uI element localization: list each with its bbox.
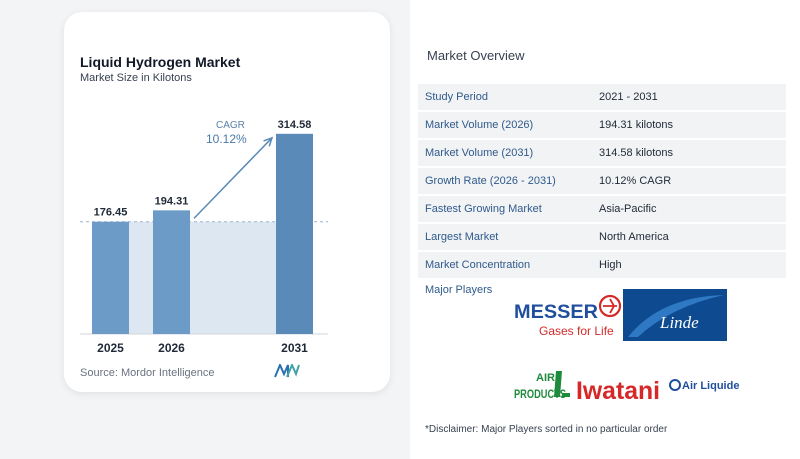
x-tick-label: 2031 <box>281 341 308 355</box>
table-row: Growth Rate (2026 - 2031) 10.12% CAGR <box>418 167 786 196</box>
air-products-line1: AIR <box>536 372 555 384</box>
bar <box>276 133 313 334</box>
overview-table: Study Period 2021 - 2031 Market Volume (… <box>418 84 786 280</box>
bar <box>92 221 129 334</box>
row-value: 194.31 kilotons <box>588 111 786 140</box>
air-liquide-logo: Air Liquide <box>669 379 739 392</box>
disclaimer: *Disclaimer: Major Players sorted in no … <box>425 424 668 435</box>
cagr-label: CAGR <box>216 120 245 131</box>
row-key: Growth Rate (2026 - 2031) <box>418 167 588 196</box>
messer-emblem-icon <box>598 294 622 318</box>
major-players-label: Major Players <box>425 284 493 296</box>
iwatani-logo: Iwatani <box>574 367 662 409</box>
market-overview-panel: Market Overview Study Period 2021 - 2031… <box>410 0 800 459</box>
row-value: Asia-Pacific <box>588 195 786 224</box>
mordor-logo-icon <box>274 364 300 378</box>
chart-title: Liquid Hydrogen Market <box>80 54 241 70</box>
linde-swoosh-icon <box>628 295 724 337</box>
row-value: 10.12% CAGR <box>588 167 786 196</box>
table-row: Market Volume (2031) 314.58 kilotons <box>418 139 786 168</box>
messer-logo: MESSER Gases for Life <box>514 294 622 338</box>
row-key: Market Volume (2026) <box>418 111 588 140</box>
air-products-mark-icon <box>554 371 570 397</box>
row-key: Market Volume (2031) <box>418 139 588 168</box>
bar-chart: 176.45 2025 194.31 2026 314.58 2031 <box>80 119 328 355</box>
row-key: Market Concentration <box>418 251 588 280</box>
source-text: Source: Mordor Intelligence <box>80 367 215 379</box>
major-players-logos: MESSER Gases for Life Linde AIR PRODUCTS… <box>514 289 739 409</box>
cagr-arrow <box>193 137 273 219</box>
row-key: Fastest Growing Market <box>418 195 588 224</box>
chart-subtitle: Market Size in Kilotons <box>80 72 192 84</box>
bar-value-label: 194.31 <box>155 195 189 207</box>
cagr-value: 10.12% <box>206 132 247 146</box>
air-products-line2: PRODUCTS <box>514 387 566 401</box>
bar-value-label: 314.58 <box>278 119 312 131</box>
air-liquide-emblem-icon <box>669 379 681 391</box>
row-value: 2021 - 2031 <box>588 84 786 112</box>
row-value: North America <box>588 223 786 252</box>
air-liquide-wordmark: Air Liquide <box>682 380 739 392</box>
messer-tagline: Gases for Life <box>539 324 614 338</box>
chart-card: 176.45 2025 194.31 2026 314.58 2031 Liquid Hy… <box>64 12 390 392</box>
bar-value-label: 176.45 <box>94 207 128 219</box>
x-tick-label: 2026 <box>158 341 185 355</box>
x-tick-label: 2025 <box>97 341 124 355</box>
table-row: Fastest Growing Market Asia-Pacific <box>418 195 786 224</box>
table-row: Study Period 2021 - 2031 <box>418 84 786 112</box>
row-value: 314.58 kilotons <box>588 139 786 168</box>
air-products-logo: AIR PRODUCTS <box>514 371 570 401</box>
table-row: Market Concentration High <box>418 251 786 280</box>
linde-wordmark: Linde <box>659 313 699 332</box>
bar <box>153 210 190 334</box>
table-row: Largest Market North America <box>418 223 786 252</box>
cagr-arrow-head <box>263 136 274 147</box>
linde-logo: Linde <box>623 289 727 341</box>
table-row: Market Volume (2026) 194.31 kilotons <box>418 111 786 140</box>
row-key: Largest Market <box>418 223 588 252</box>
row-value: High <box>588 251 786 280</box>
overview-title: Market Overview <box>427 48 525 63</box>
messer-wordmark: MESSER <box>514 302 598 323</box>
iwatani-wordmark: Iwatani <box>576 377 660 405</box>
row-key: Study Period <box>418 84 588 112</box>
